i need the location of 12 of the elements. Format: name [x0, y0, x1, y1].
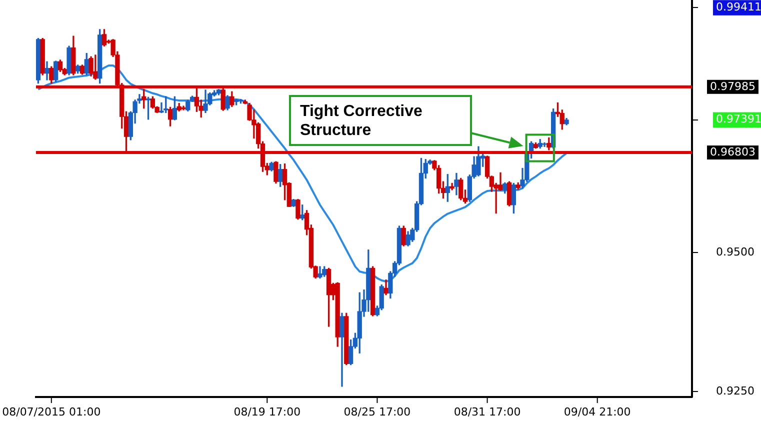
- x-tick-label: 08/19 17:00: [234, 405, 301, 418]
- ref-line-label: 0.97985: [710, 80, 756, 93]
- y-tick-label: 0.9250: [716, 384, 754, 398]
- ref-line-label: 0.96803: [710, 145, 756, 158]
- x-tick-label: 08/31 17:00: [454, 405, 521, 418]
- x-tick-label: 08/07/2015 01:00: [2, 405, 101, 418]
- y-tick-label: 0.97391: [716, 112, 761, 126]
- y-tick-label: 0.9500: [716, 245, 754, 258]
- y-tick-label: 0.99411: [716, 0, 761, 14]
- annotation: Tight Corrective Structure: [300, 103, 422, 139]
- x-tick-label: 08/25 17:00: [344, 405, 411, 418]
- x-tick-label: 09/04 21:00: [564, 405, 631, 418]
